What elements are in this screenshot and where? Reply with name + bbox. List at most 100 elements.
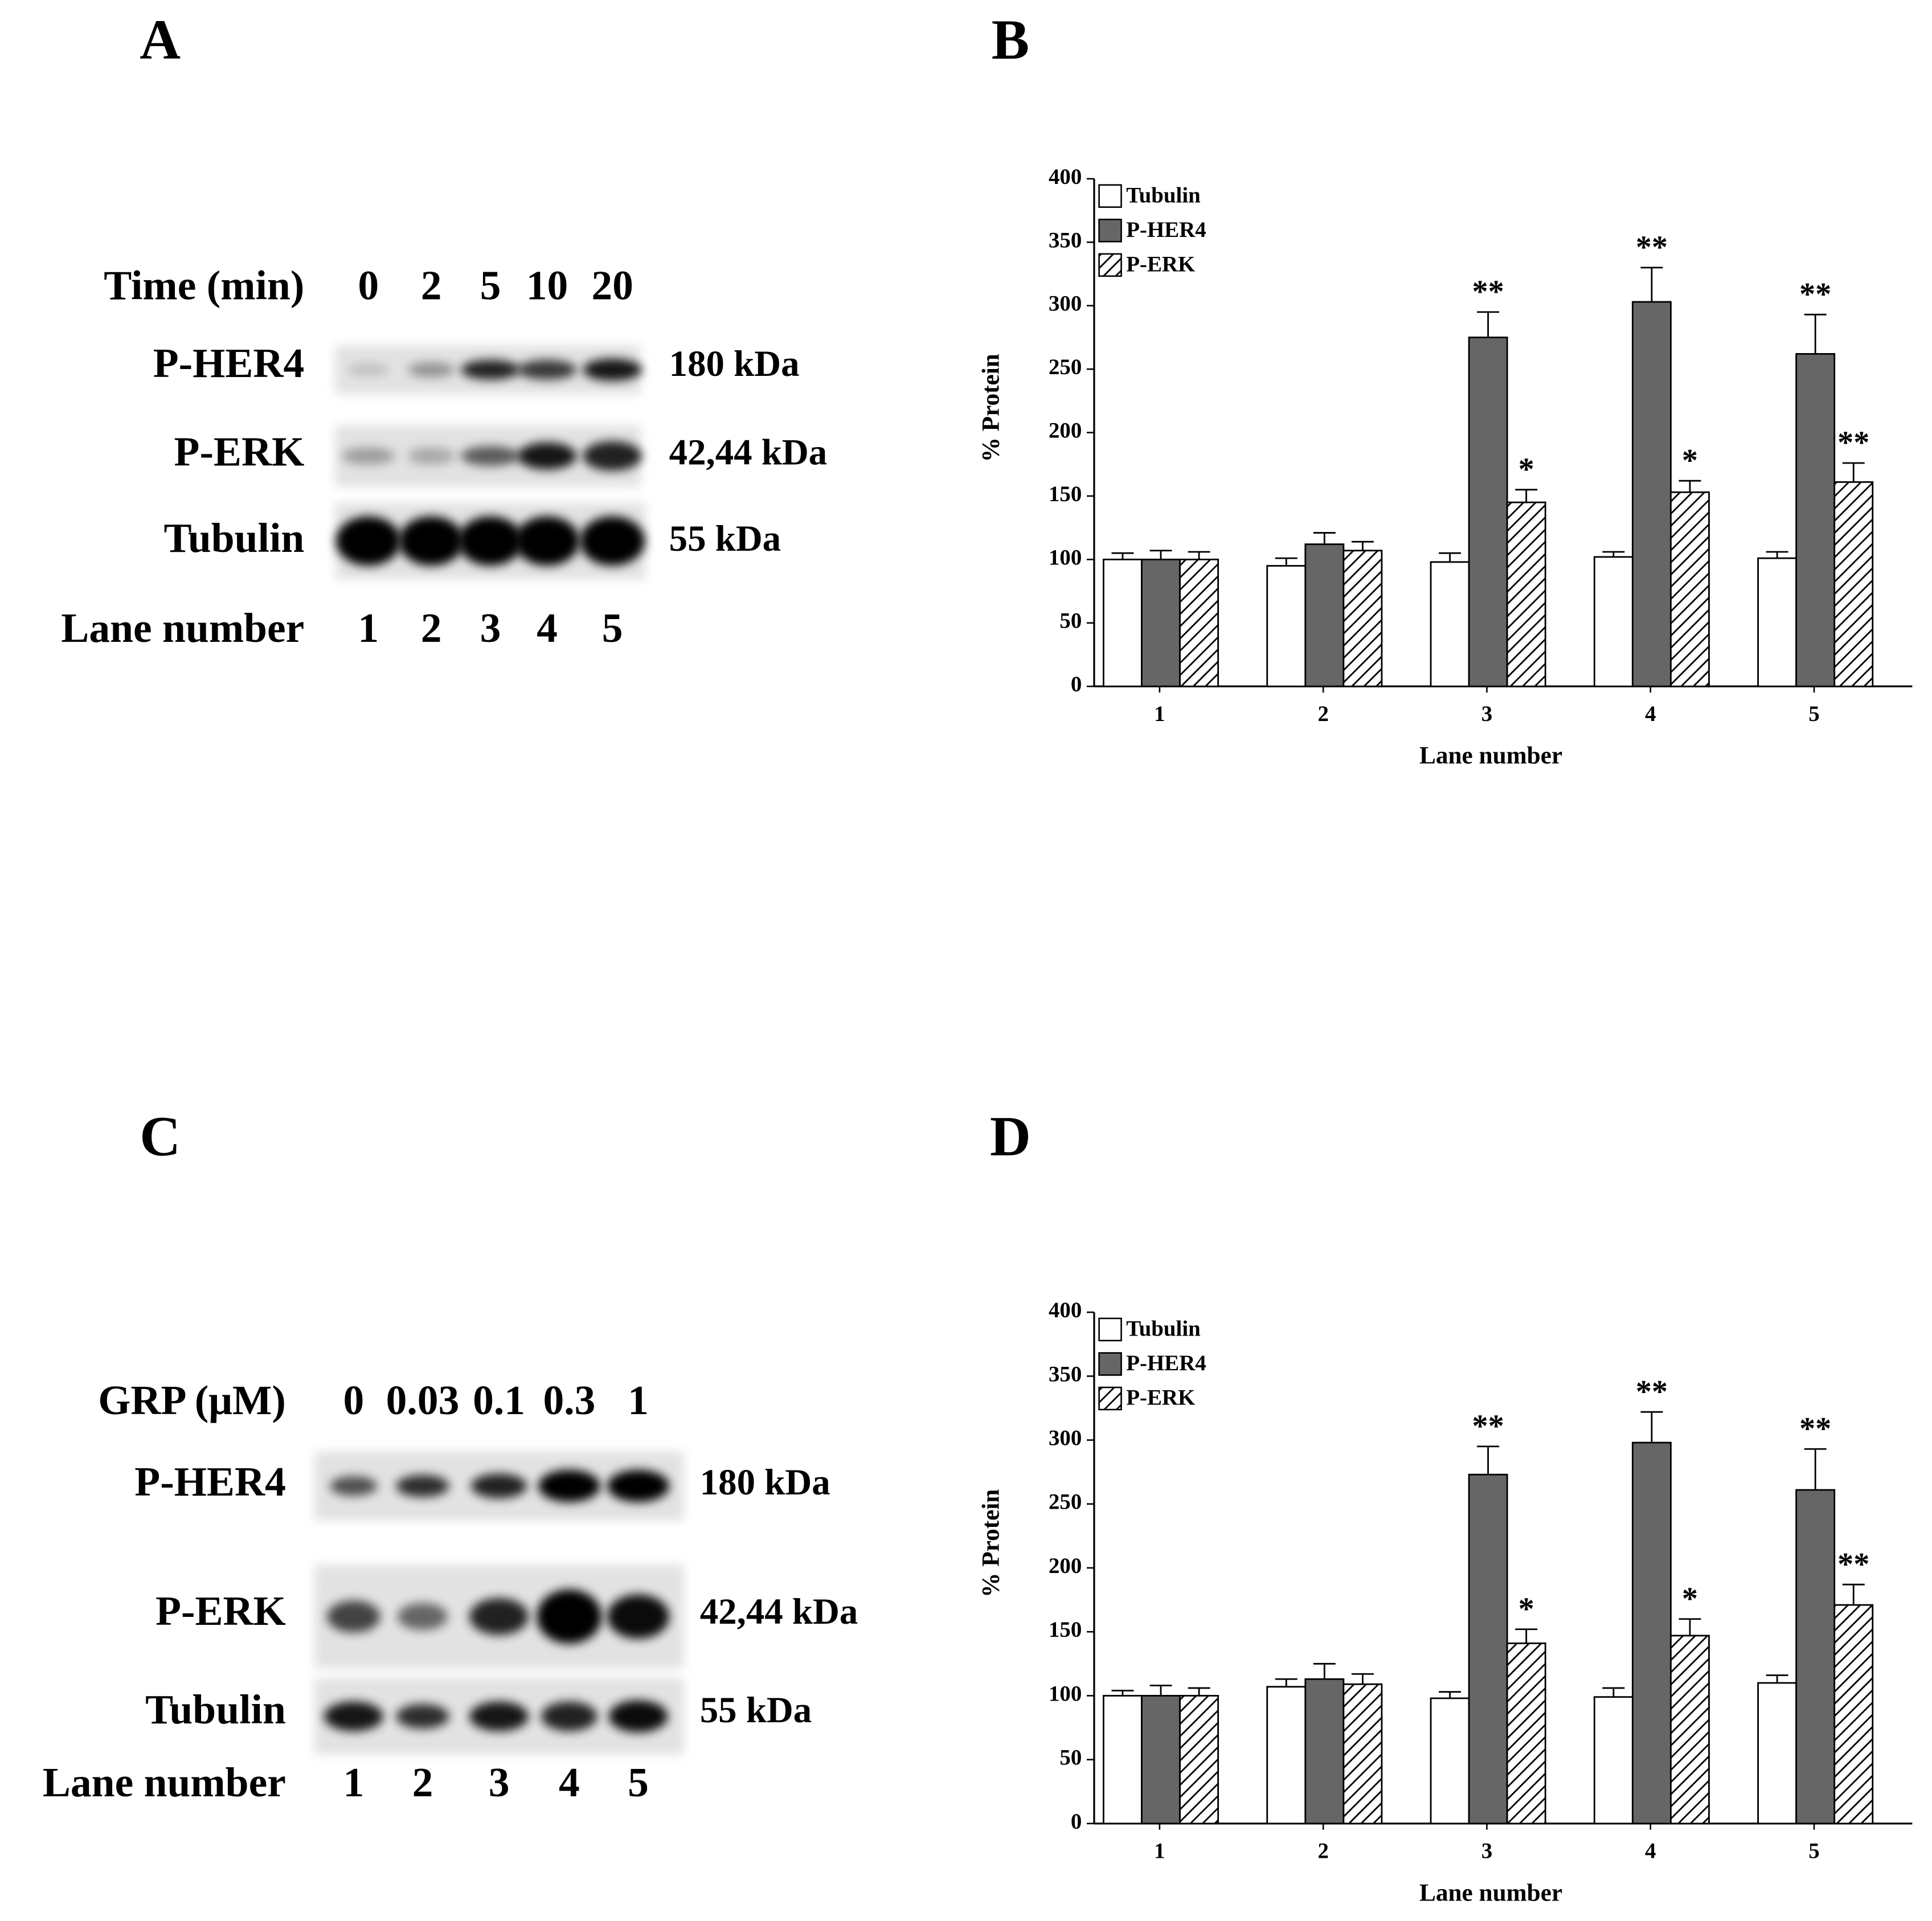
error-bar — [1351, 540, 1374, 551]
x-tick-label: 1 — [1154, 1839, 1165, 1863]
significance: ** — [1472, 1408, 1504, 1444]
y-tick-label: 250 — [1049, 355, 1082, 379]
molecular-weight: 42,44 kDa — [700, 1591, 858, 1632]
error-bar — [1515, 489, 1538, 503]
bar — [1468, 337, 1508, 687]
y-tick-label: 150 — [1049, 1617, 1082, 1642]
blot-band — [514, 516, 580, 566]
error-bar — [1515, 1628, 1538, 1644]
y-tick-label: 350 — [1049, 228, 1082, 252]
blot-band — [461, 359, 520, 380]
lane-number: 1 — [358, 604, 379, 651]
lane-condition: 10 — [526, 261, 568, 308]
panel-letter: B — [992, 8, 1029, 71]
bar — [1833, 1604, 1874, 1825]
blot-band — [517, 442, 577, 470]
error-bar — [1111, 552, 1134, 560]
significance: ** — [1472, 274, 1504, 309]
y-tick-label: 150 — [1049, 482, 1082, 506]
legend-label: P-HER4 — [1126, 1351, 1206, 1375]
error-bar — [1275, 557, 1297, 566]
y-tick-label: 0 — [1071, 672, 1082, 697]
lane-condition: 0.1 — [473, 1377, 525, 1423]
y-tick-label: 100 — [1049, 545, 1082, 570]
blot-band — [396, 1704, 449, 1729]
bar — [1103, 558, 1143, 687]
x-tick-label: 3 — [1481, 1839, 1492, 1863]
significance: ** — [1636, 230, 1668, 265]
molecular-weight: 55 kDa — [669, 518, 781, 559]
blot-band — [607, 1594, 670, 1639]
y-tick-label: 200 — [1049, 1554, 1082, 1578]
x-tick-label: 5 — [1808, 702, 1819, 726]
lane-label: Lane number — [61, 604, 304, 651]
y-tick-label: 50 — [1059, 609, 1082, 633]
blot-row-label: P-ERK — [155, 1587, 286, 1634]
blot-header-label: Time (min) — [104, 261, 304, 308]
blot-band — [469, 1701, 529, 1731]
legend-label: Tubulin — [1126, 183, 1201, 207]
x-tick-label: 4 — [1645, 702, 1656, 726]
x-axis-title: Lane number — [1419, 1879, 1562, 1906]
error-bar — [1313, 1662, 1336, 1680]
bar — [1593, 556, 1634, 687]
blot-row-label: P-ERK — [174, 428, 305, 475]
legend-swatch — [1098, 253, 1122, 277]
blot-row-label: P-HER4 — [153, 339, 305, 386]
legend-swatch — [1098, 1317, 1122, 1342]
lane-condition: 0 — [343, 1377, 364, 1423]
blot-band — [457, 516, 523, 566]
y-axis-title: % Protein — [977, 1489, 1005, 1598]
x-tick-label: 2 — [1317, 1839, 1328, 1863]
bar — [1506, 501, 1546, 687]
bar — [1506, 1643, 1546, 1825]
lane-number: 2 — [412, 1759, 433, 1805]
y-tick-label: 400 — [1049, 1298, 1082, 1322]
error-bar — [1351, 1673, 1374, 1685]
significance: * — [1518, 1591, 1534, 1627]
lane-number: 3 — [489, 1759, 510, 1805]
y-tick-label: 250 — [1049, 1490, 1082, 1514]
error-bar — [1477, 311, 1500, 338]
y-tick-label: 50 — [1059, 1746, 1082, 1770]
lane-number: 2 — [421, 604, 442, 651]
error-bar — [1640, 1411, 1663, 1443]
significance: * — [1518, 452, 1534, 487]
error-bar — [1439, 552, 1462, 562]
blot-band — [327, 1600, 380, 1633]
blot-band — [583, 441, 642, 471]
error-bar — [1766, 1674, 1788, 1683]
blot-band — [470, 1473, 527, 1498]
significance: ** — [1837, 425, 1869, 461]
blot-band — [541, 1701, 597, 1731]
bar — [1141, 558, 1181, 687]
blot-band — [517, 359, 577, 380]
lane-condition: 1 — [628, 1377, 649, 1423]
significance: * — [1682, 443, 1698, 478]
blot-band — [397, 1603, 448, 1631]
lane-condition: 20 — [591, 261, 633, 308]
lane-number: 4 — [537, 604, 558, 651]
bar — [1833, 481, 1874, 687]
bar — [1670, 491, 1710, 687]
legend-label: P-HER4 — [1126, 218, 1206, 242]
bar — [1795, 353, 1836, 687]
lane-number: 4 — [559, 1759, 580, 1805]
y-tick-label: 0 — [1071, 1809, 1082, 1834]
panel-letter: D — [990, 1104, 1031, 1168]
error-bar — [1679, 480, 1701, 493]
x-tick-label: 3 — [1481, 702, 1492, 726]
blot-band — [399, 516, 464, 566]
blot-header-label: GRP (μM) — [98, 1377, 286, 1423]
bar — [1266, 565, 1307, 687]
lane-number: 1 — [343, 1759, 364, 1805]
error-bar — [1313, 532, 1336, 544]
legend-label: P-ERK — [1126, 252, 1195, 276]
error-bar — [1477, 1445, 1500, 1475]
significance: * — [1682, 1581, 1698, 1616]
bar — [1103, 1695, 1143, 1825]
significance: ** — [1799, 277, 1831, 312]
error-bar — [1842, 462, 1865, 482]
lane-number: 5 — [628, 1759, 649, 1805]
lane-number: 5 — [602, 604, 623, 651]
